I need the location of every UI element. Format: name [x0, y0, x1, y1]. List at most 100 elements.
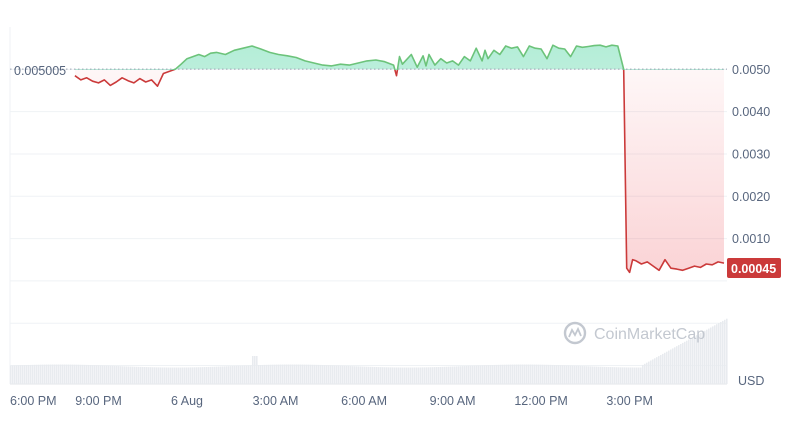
y-tick-label: 0.0020: [732, 190, 770, 204]
volume-bar: [676, 346, 678, 384]
volume-bar: [694, 336, 696, 384]
volume-bar: [578, 365, 580, 384]
y-tick-label: 0.0010: [732, 232, 770, 246]
volume-bar: [498, 364, 500, 384]
volume-bar: [40, 364, 42, 384]
volume-bar: [296, 364, 298, 384]
volume-bar: [118, 366, 120, 384]
volume-bar: [350, 366, 352, 384]
volume-bar: [258, 365, 260, 384]
volume-bar: [546, 364, 548, 384]
volume-bar: [476, 365, 478, 384]
volume-bar: [576, 365, 578, 384]
volume-bar: [320, 364, 322, 384]
y-tick-label: 0.0050: [732, 63, 770, 77]
volume-bar: [360, 366, 362, 384]
volume-bar: [262, 364, 264, 384]
volume-bar: [302, 364, 304, 384]
volume-bar: [352, 366, 354, 384]
volume-bar: [522, 364, 524, 384]
volume-bar: [338, 365, 340, 384]
volume-bar: [322, 365, 324, 384]
volume-bar: [484, 365, 486, 384]
volume-bar: [452, 366, 454, 384]
volume-bar: [182, 367, 184, 384]
volume-bar: [438, 366, 440, 384]
volume-bar: [346, 365, 348, 384]
volume-bar: [678, 345, 680, 384]
volume-bar: [58, 364, 60, 384]
volume-bar: [632, 367, 634, 384]
volume-bar: [28, 364, 30, 384]
volume-bar: [238, 365, 240, 384]
volume-bar: [386, 367, 388, 384]
volume-bar: [492, 364, 494, 384]
volume-bar: [36, 364, 38, 384]
volume-bar: [366, 366, 368, 384]
volume-bar: [140, 366, 142, 384]
y-axis: 0.0010 0.0020 0.0030 0.0040 0.0050: [732, 63, 770, 246]
volume-bar: [292, 364, 294, 384]
volume-bar: [98, 365, 100, 384]
volume-bar: [252, 356, 254, 384]
volume-bar: [122, 366, 124, 384]
volume-bar: [202, 367, 204, 384]
volume-bar: [42, 364, 44, 384]
volume-bar: [256, 356, 258, 384]
volume-bar: [472, 365, 474, 384]
volume-bar: [626, 367, 628, 384]
volume-bar: [634, 367, 636, 384]
volume-bar: [314, 364, 316, 384]
volume-bar: [66, 364, 68, 384]
volume-bar: [450, 366, 452, 384]
volume-bar: [440, 366, 442, 384]
volume-bar: [726, 318, 728, 384]
volume-bar: [102, 365, 104, 384]
volume-bar: [326, 365, 328, 384]
volume-bar: [642, 364, 644, 384]
volume-bar: [380, 367, 382, 384]
volume-bar: [96, 365, 98, 384]
volume-bar: [232, 366, 234, 384]
volume-bar: [390, 367, 392, 384]
volume-bar: [124, 366, 126, 384]
volume-bar: [468, 365, 470, 384]
volume-bar: [582, 366, 584, 384]
volume-bar: [164, 367, 166, 384]
volume-bar: [120, 366, 122, 384]
volume-bar: [444, 366, 446, 384]
volume-bar: [38, 364, 40, 384]
volume-bar: [318, 364, 320, 384]
volume-bar: [426, 367, 428, 384]
volume-bar: [662, 353, 664, 384]
volume-bar: [528, 364, 530, 384]
volume-bar: [152, 367, 154, 384]
volume-bar: [10, 365, 12, 384]
volume-bar: [276, 364, 278, 384]
area-below-reference: [74, 70, 724, 273]
volume-bar: [76, 364, 78, 384]
volume-bar: [188, 367, 190, 384]
volume-bar: [64, 364, 66, 384]
volume-bar: [146, 367, 148, 384]
volume-bar: [204, 367, 206, 384]
x-tick-label: 9:00 PM: [75, 394, 122, 408]
volume-bar: [298, 364, 300, 384]
volume-bar: [466, 365, 468, 384]
volume-bar: [670, 349, 672, 384]
volume-bar: [708, 328, 710, 384]
price-line: [74, 44, 725, 274]
volume-bar: [660, 355, 662, 384]
volume-bar: [250, 365, 252, 384]
volume-bar: [508, 364, 510, 384]
volume-bar: [436, 367, 438, 384]
x-tick-label: 3:00 PM: [606, 394, 653, 408]
volume-bar: [412, 367, 414, 384]
volume-bar: [490, 365, 492, 384]
volume-bar: [574, 365, 576, 384]
volume-bar: [22, 365, 24, 384]
volume-bar: [248, 365, 250, 384]
volume-bar: [612, 367, 614, 384]
volume-bar: [718, 323, 720, 384]
volume-bar: [150, 367, 152, 384]
